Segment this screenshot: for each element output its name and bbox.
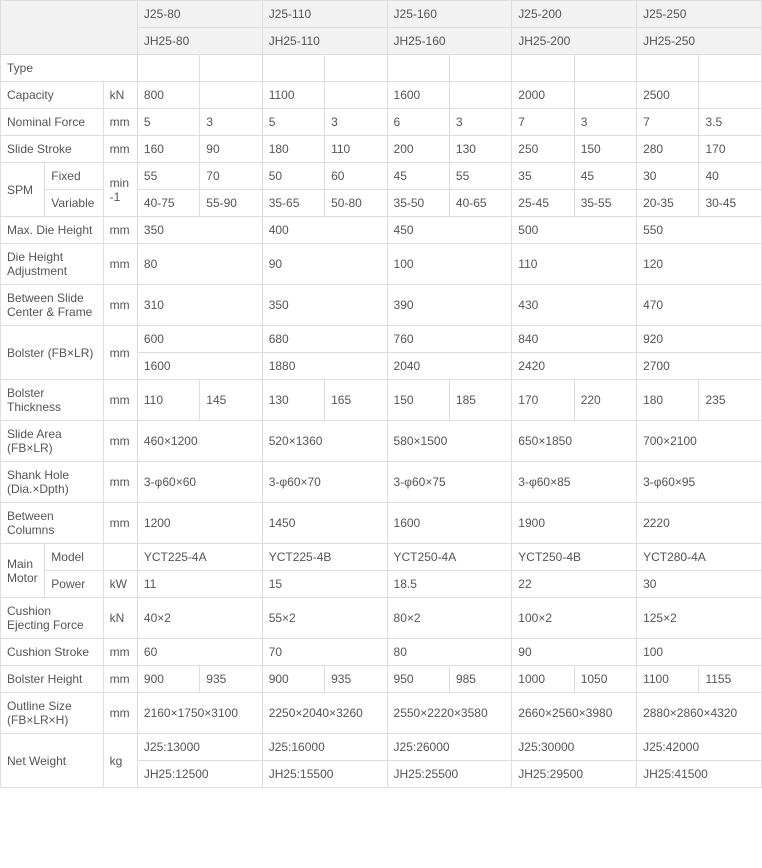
model-jh-1: JH25-110 xyxy=(262,28,387,55)
row-die-height-adj: Die Height Adjustment xyxy=(1,244,104,285)
row-spm: SPM xyxy=(1,163,45,217)
row-main-motor: Main Motor xyxy=(1,544,45,598)
row-motor-power: Power xyxy=(45,571,103,598)
row-cushion-stroke: Cushion Stroke xyxy=(1,639,104,666)
row-nominal-force: Nominal Force xyxy=(1,109,104,136)
model-jh-2: JH25-160 xyxy=(387,28,512,55)
row-between-columns: Between Columns xyxy=(1,503,104,544)
unit-kn: kN xyxy=(103,82,137,109)
row-bolster-height: Bolster Height xyxy=(1,666,104,693)
model-jh-0: JH25-80 xyxy=(137,28,262,55)
model-jh-3: JH25-200 xyxy=(512,28,637,55)
row-max-die-height: Max. Die Height xyxy=(1,217,104,244)
row-motor-model: Model xyxy=(45,544,103,571)
row-between-slide: Between Slide Center & Frame xyxy=(1,285,104,326)
model-j-0: J25-80 xyxy=(137,1,262,28)
row-bolster-thickness: Bolster Thickness xyxy=(1,380,104,421)
row-slide-stroke: Slide Stroke xyxy=(1,136,104,163)
row-net-weight: Net Weight xyxy=(1,734,104,788)
row-outline-size: Outline Size (FB×LR×H) xyxy=(1,693,104,734)
row-spm-fixed: Fixed xyxy=(45,163,103,190)
row-type: Type xyxy=(1,55,138,82)
unit-min1: min-1 xyxy=(103,163,137,217)
model-j-2: J25-160 xyxy=(387,1,512,28)
spec-table: J25-80 J25-110 J25-160 J25-200 J25-250 J… xyxy=(0,0,762,788)
row-cushion-force: Cushion Ejecting Force xyxy=(1,598,104,639)
model-j-1: J25-110 xyxy=(262,1,387,28)
header-blank xyxy=(1,1,138,55)
model-j-3: J25-200 xyxy=(512,1,637,28)
row-spm-variable: Variable xyxy=(45,190,103,217)
model-j-4: J25-250 xyxy=(637,1,762,28)
row-slide-area: Slide Area (FB×LR) xyxy=(1,421,104,462)
row-bolster-fblr: Bolster (FB×LR) xyxy=(1,326,104,380)
row-capacity: Capacity xyxy=(1,82,104,109)
model-jh-4: JH25-250 xyxy=(637,28,762,55)
row-shank-hole: Shank Hole (Dia.×Dpth) xyxy=(1,462,104,503)
